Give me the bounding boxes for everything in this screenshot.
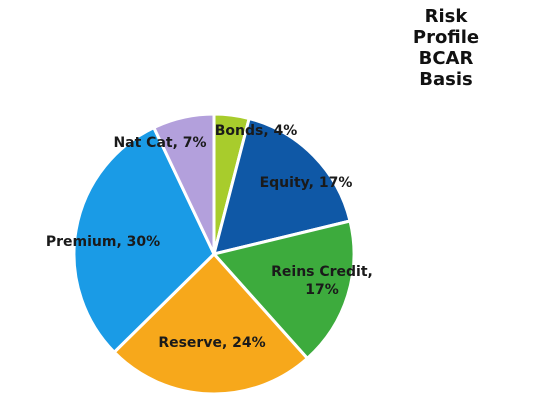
pie-slice <box>151 112 216 255</box>
chart-title: Risk Profile BCAR Basis <box>412 6 480 90</box>
pie-slice <box>112 251 310 396</box>
pie-slice <box>211 219 356 361</box>
pie-slice <box>211 116 352 257</box>
slice-label: Reins Credit, 17% <box>271 264 373 298</box>
slice-label: Equity, 17% <box>259 175 353 191</box>
slice-label: Premium, 30% <box>45 234 161 250</box>
slice-label: Bonds, 4% <box>214 123 298 139</box>
slice-label: Nat Cat, 7% <box>113 135 207 151</box>
slice-label: Reserve, 24% <box>158 335 266 351</box>
